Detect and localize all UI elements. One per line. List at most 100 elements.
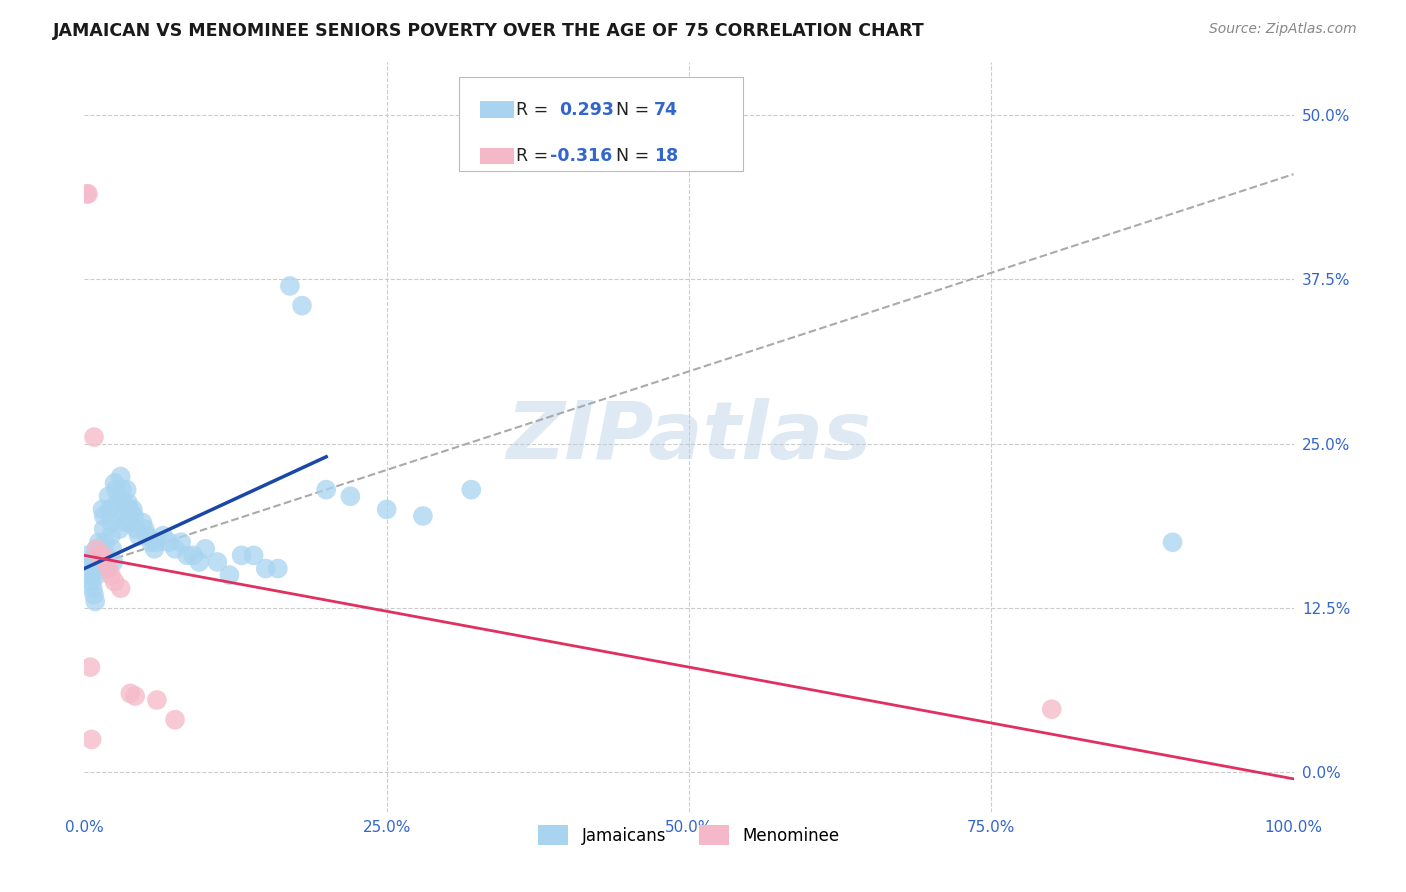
Point xyxy=(117,496,139,510)
Point xyxy=(112,496,135,510)
Point xyxy=(188,555,211,569)
Point xyxy=(77,561,100,575)
Point xyxy=(104,476,127,491)
Point xyxy=(128,529,150,543)
Point xyxy=(114,516,136,530)
Point xyxy=(98,502,121,516)
Point xyxy=(77,555,100,569)
Point xyxy=(76,186,98,201)
Point xyxy=(93,508,115,523)
Point xyxy=(105,496,128,510)
Point xyxy=(125,522,148,536)
Point xyxy=(91,549,114,563)
Point xyxy=(207,555,229,569)
Point xyxy=(80,574,103,589)
Text: R =: R = xyxy=(516,147,554,165)
Legend: Jamaicans, Menominee: Jamaicans, Menominee xyxy=(531,819,846,852)
Point xyxy=(122,508,145,523)
Text: 0.293: 0.293 xyxy=(560,101,614,119)
Text: N =: N = xyxy=(616,101,655,119)
Point xyxy=(146,693,169,707)
Point xyxy=(77,186,100,201)
Point xyxy=(76,549,98,563)
Point xyxy=(121,502,143,516)
Text: 18: 18 xyxy=(654,147,678,165)
Point xyxy=(218,568,240,582)
Point xyxy=(96,561,118,575)
Text: N =: N = xyxy=(616,147,655,165)
Point xyxy=(107,508,129,523)
Text: ZIPatlas: ZIPatlas xyxy=(506,398,872,476)
Point xyxy=(1161,535,1184,549)
Point xyxy=(86,541,108,556)
Point xyxy=(181,549,204,563)
FancyBboxPatch shape xyxy=(460,78,744,171)
Point xyxy=(94,555,117,569)
Bar xyxy=(479,147,515,164)
Text: R =: R = xyxy=(516,101,554,119)
Point xyxy=(86,568,108,582)
Point xyxy=(412,508,434,523)
Point xyxy=(87,561,110,575)
Point xyxy=(100,516,122,530)
Point xyxy=(134,522,156,536)
Point xyxy=(86,549,108,563)
Point xyxy=(79,568,101,582)
Point xyxy=(110,581,132,595)
Point xyxy=(194,541,217,556)
Point xyxy=(94,535,117,549)
Point xyxy=(242,549,264,563)
Point xyxy=(86,541,108,556)
Point xyxy=(111,483,134,497)
Point xyxy=(84,594,107,608)
Point xyxy=(83,588,105,602)
Point xyxy=(146,535,169,549)
Point xyxy=(100,568,122,582)
Point xyxy=(267,561,290,575)
Point xyxy=(118,502,141,516)
Point xyxy=(278,279,301,293)
Point xyxy=(254,561,277,575)
Point xyxy=(79,660,101,674)
Point xyxy=(86,555,108,569)
Point xyxy=(176,549,198,563)
Text: JAMAICAN VS MENOMINEE SENIORS POVERTY OVER THE AGE OF 75 CORRELATION CHART: JAMAICAN VS MENOMINEE SENIORS POVERTY OV… xyxy=(53,22,925,40)
Point xyxy=(124,689,146,703)
Point xyxy=(82,581,104,595)
Point xyxy=(80,732,103,747)
Point xyxy=(170,535,193,549)
Point xyxy=(93,522,115,536)
Point xyxy=(120,516,142,530)
Point xyxy=(315,483,337,497)
Point xyxy=(83,430,105,444)
Point xyxy=(97,489,120,503)
Point xyxy=(131,516,153,530)
Point xyxy=(136,529,159,543)
Bar xyxy=(479,102,515,118)
Text: -0.316: -0.316 xyxy=(550,147,612,165)
Point xyxy=(375,502,398,516)
Text: Source: ZipAtlas.com: Source: ZipAtlas.com xyxy=(1209,22,1357,37)
Point xyxy=(143,541,166,556)
Point xyxy=(89,541,111,556)
Point xyxy=(94,549,117,563)
Point xyxy=(108,522,131,536)
Point xyxy=(115,483,138,497)
Point xyxy=(165,713,187,727)
Point xyxy=(139,535,162,549)
Point xyxy=(110,469,132,483)
Point xyxy=(97,561,120,575)
Point xyxy=(1040,702,1063,716)
Point xyxy=(157,535,180,549)
Point xyxy=(112,502,135,516)
Point xyxy=(104,574,127,589)
Point xyxy=(87,549,110,563)
Point xyxy=(104,483,127,497)
Point xyxy=(87,535,110,549)
Point xyxy=(460,483,482,497)
Point xyxy=(101,541,124,556)
Text: 74: 74 xyxy=(654,101,678,119)
Point xyxy=(165,541,187,556)
Point xyxy=(91,502,114,516)
Point xyxy=(152,529,174,543)
